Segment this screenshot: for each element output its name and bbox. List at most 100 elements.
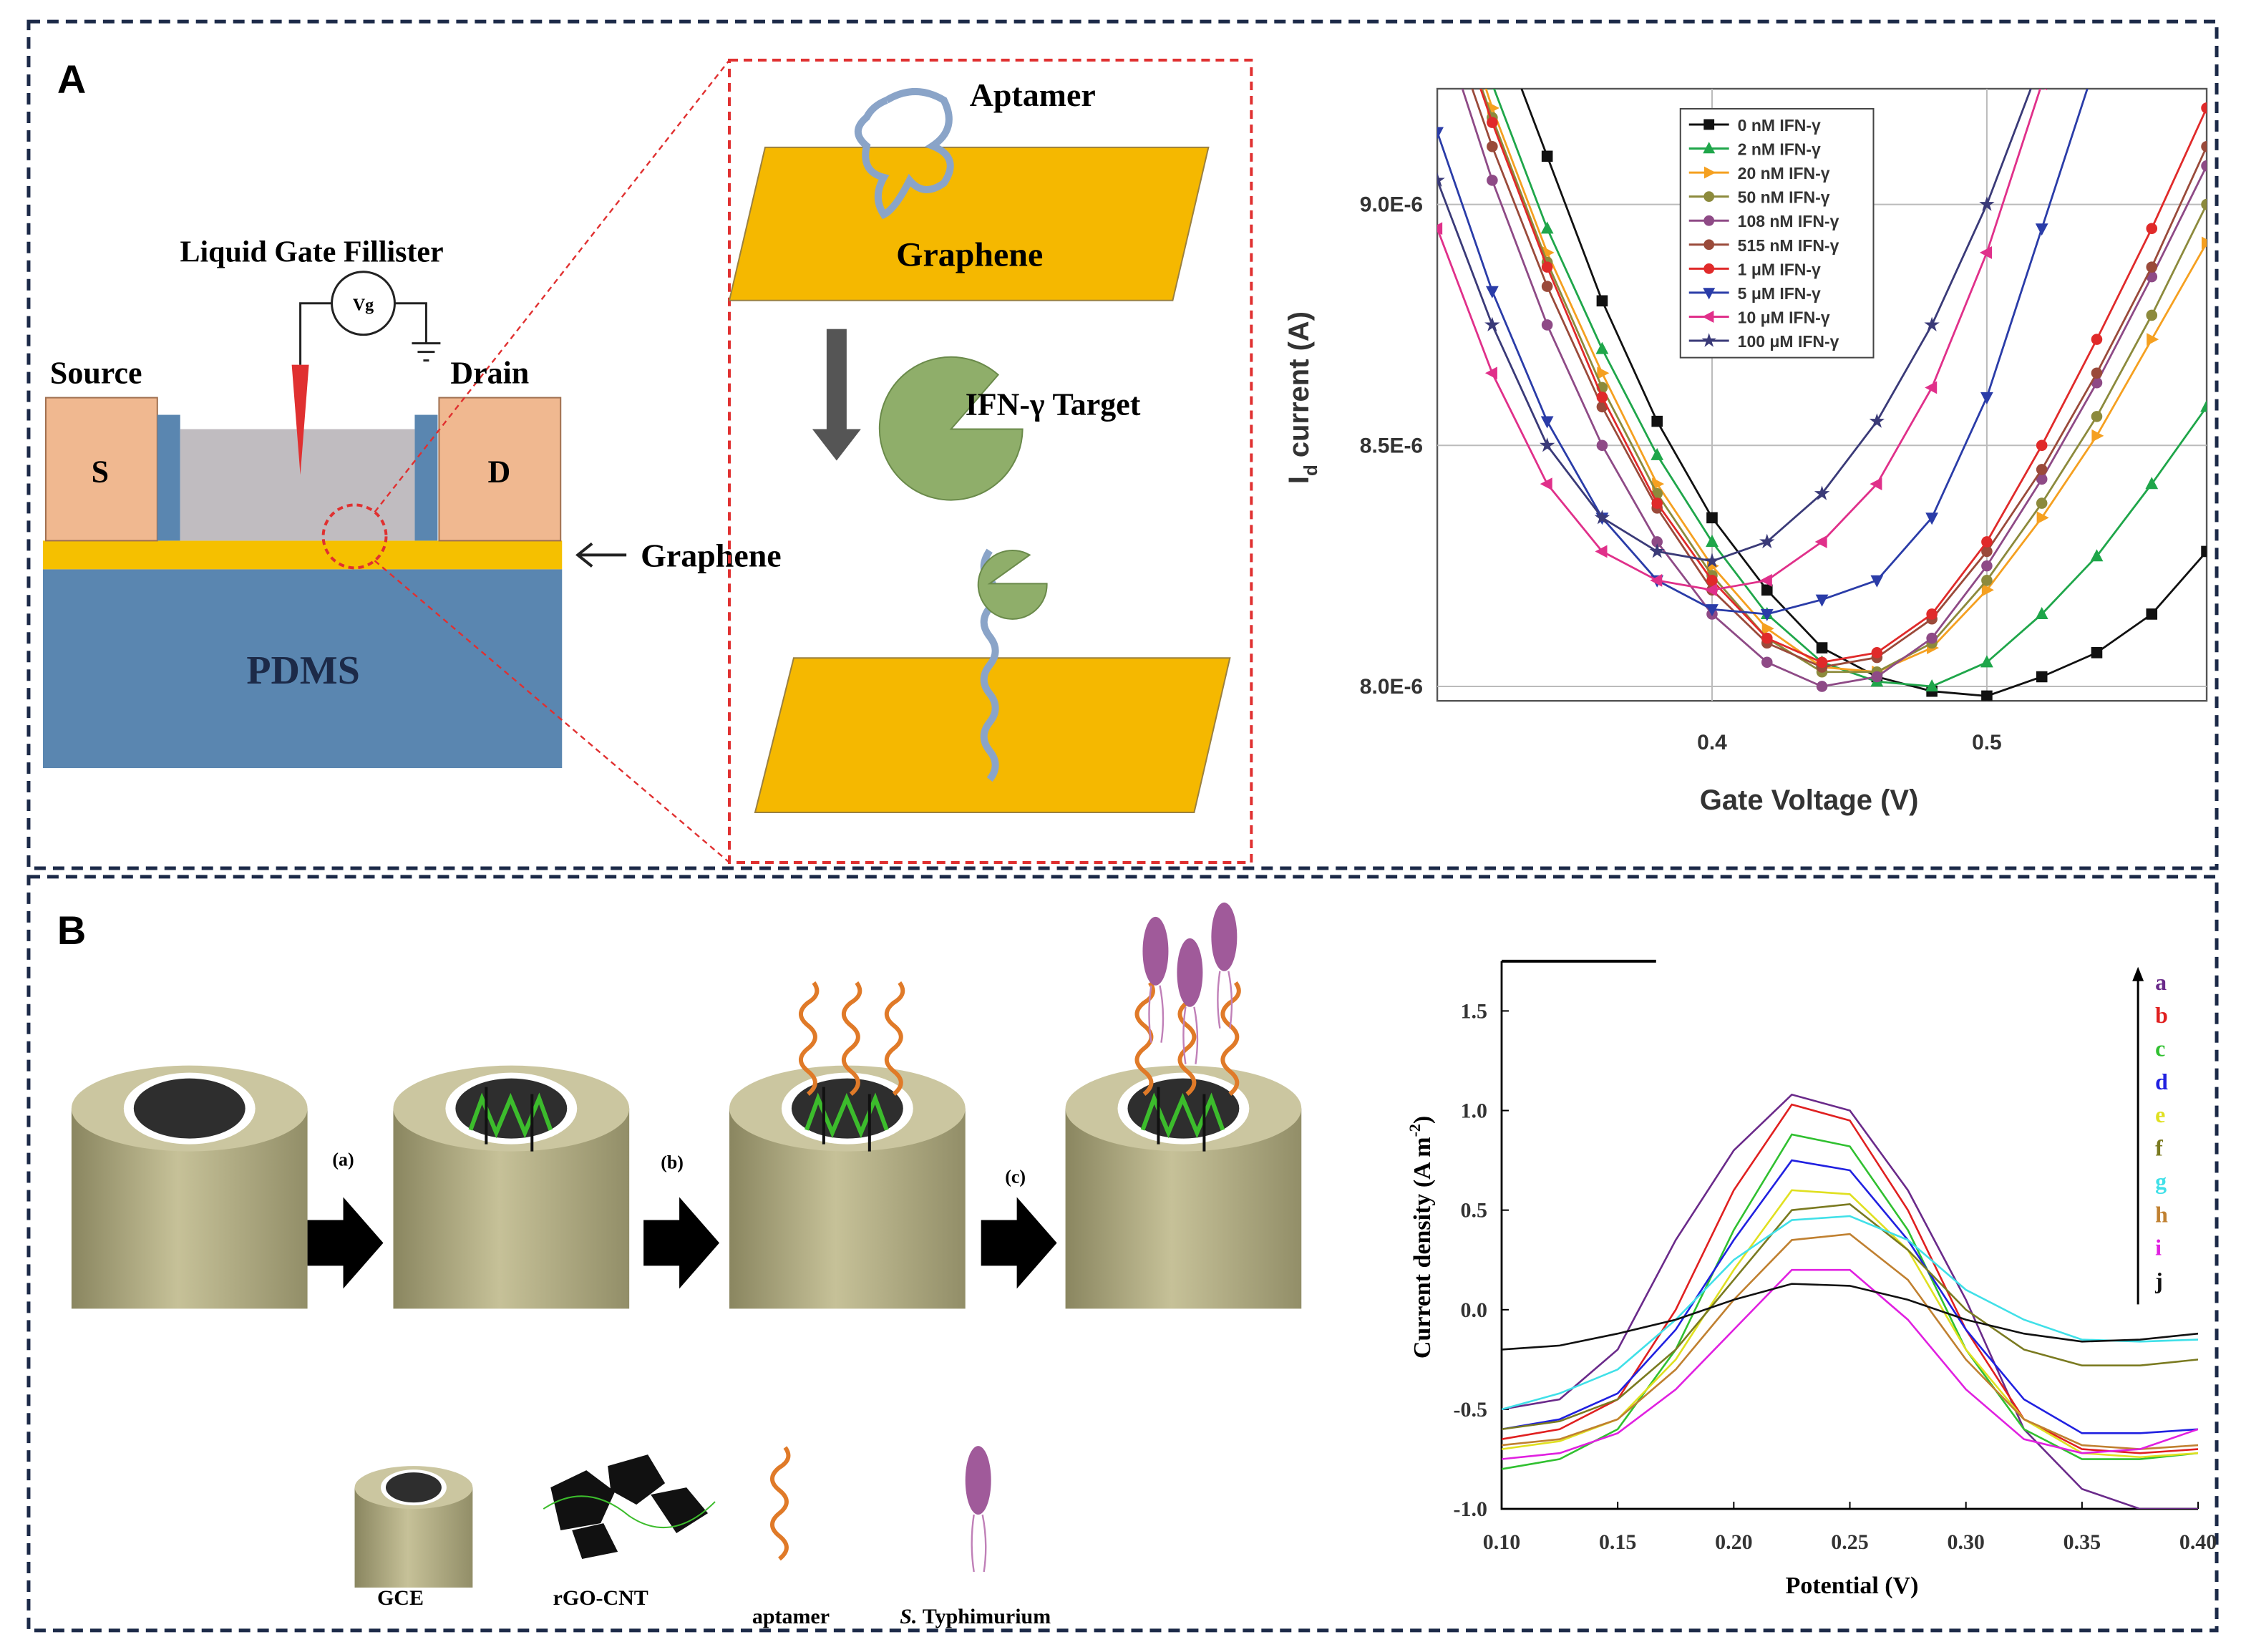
legend-label: 0 nM IFN-γ [1738, 116, 1821, 135]
marker [1869, 413, 1885, 428]
marker [2036, 53, 2048, 65]
marker [1980, 655, 1993, 668]
x-tick-label: 0.20 [1715, 1530, 1752, 1554]
marker [1761, 632, 1773, 644]
marker [2200, 399, 2207, 412]
legend-label: 108 nM IFN-γ [1738, 212, 1839, 230]
marker [1981, 560, 1993, 572]
marker [1540, 477, 1552, 491]
marker [2145, 477, 2159, 490]
marker [1437, 172, 1445, 188]
marker [1484, 316, 1500, 332]
y-tick-label: 0.0 [1461, 1298, 1487, 1322]
label: IFN-γ Target [966, 387, 1141, 422]
marker [1814, 535, 1827, 548]
legend-arrow [2132, 966, 2144, 981]
legend-marker [1703, 191, 1715, 203]
marker [1981, 583, 1994, 597]
marker [1816, 642, 1828, 653]
marker [2036, 464, 2048, 475]
marker [2091, 429, 2104, 442]
electrode-diagram [71, 901, 1302, 1588]
marker [1871, 647, 1883, 659]
label: Graphene [641, 537, 782, 573]
marker [1540, 416, 1554, 429]
legend-label: g [2155, 1169, 2167, 1194]
marker [1760, 608, 1774, 621]
marker [2146, 261, 2158, 273]
legend-label: Typhimurium [923, 1605, 1051, 1628]
marker [1706, 535, 1719, 548]
series-line [1501, 1215, 2199, 1411]
marker [2036, 511, 2049, 525]
marker [1487, 175, 1498, 186]
marker [1925, 512, 1939, 525]
marker [1761, 656, 1773, 669]
marker [1651, 415, 1663, 427]
legend-marker [1703, 119, 1715, 130]
legend-label: d [2155, 1069, 2168, 1094]
y-axis-title: Id current (A) [1283, 311, 1321, 484]
x-axis-title: Potential (V) [1786, 1573, 1919, 1599]
legend-marker [1703, 166, 1716, 179]
plot-frame [1436, 87, 2208, 702]
marker [1925, 381, 1938, 394]
marker [1870, 477, 1882, 491]
panel-frame [26, 19, 2219, 870]
legend-label: 10 μM IFN-γ [1738, 308, 1830, 326]
legend-marker [1701, 333, 1716, 347]
step-label: (a) [332, 1150, 354, 1170]
y-axis-title: current (A) [1283, 311, 1315, 457]
marker [2201, 160, 2207, 172]
marker [2146, 223, 2158, 235]
series-line [1501, 1268, 2199, 1460]
series-line [1501, 1283, 2199, 1351]
legend-label: S. Typhimurium [900, 1605, 1051, 1628]
series-line [1501, 1093, 2199, 1510]
y-axis-title: Current density (A m [1409, 1137, 1436, 1359]
marker [2036, 439, 2048, 452]
marker [2146, 608, 2158, 620]
marker [2036, 497, 2048, 509]
series-line [1501, 1233, 2199, 1450]
marker [1815, 594, 1829, 607]
marker [2043, 88, 2047, 91]
marker [2201, 198, 2207, 210]
legend-marker [1703, 142, 1716, 154]
marker [1816, 656, 1828, 669]
marker [2035, 607, 2048, 620]
marker [1541, 150, 1553, 162]
label: D [487, 454, 510, 489]
marker [1485, 88, 1499, 89]
marker [2036, 671, 2048, 683]
marker [1596, 392, 1608, 403]
series-line [1501, 1133, 2199, 1470]
marker [1595, 545, 1608, 558]
legend-label: c [2155, 1036, 2165, 1061]
marker [1596, 295, 1608, 307]
panel-letter: A [57, 57, 86, 102]
marker [1597, 366, 1610, 380]
marker [1540, 221, 1554, 234]
marker [1595, 341, 1609, 354]
marker [1705, 583, 1718, 597]
legend-marker [1703, 263, 1715, 274]
legend-marker [1703, 288, 1716, 300]
legend-label: 50 nM IFN-γ [1738, 188, 1830, 207]
marker [1437, 127, 1444, 140]
series-line [1501, 1159, 2199, 1434]
marker [2201, 141, 2207, 152]
legend-marker [1703, 215, 1715, 226]
marker [1706, 575, 1718, 586]
marker [1871, 671, 1883, 683]
marker [2091, 367, 2103, 379]
marker [1541, 319, 1553, 331]
marker [1487, 140, 1498, 152]
legend-label: 1 μM IFN-γ [1738, 260, 1821, 278]
marker [1706, 512, 1718, 524]
marker [1814, 485, 1830, 500]
legend-label: 5 μM IFN-γ [1738, 284, 1821, 303]
marker [2091, 411, 2103, 422]
marker [1816, 681, 1828, 692]
y-tick-label: 9.0E-6 [1360, 193, 1423, 217]
